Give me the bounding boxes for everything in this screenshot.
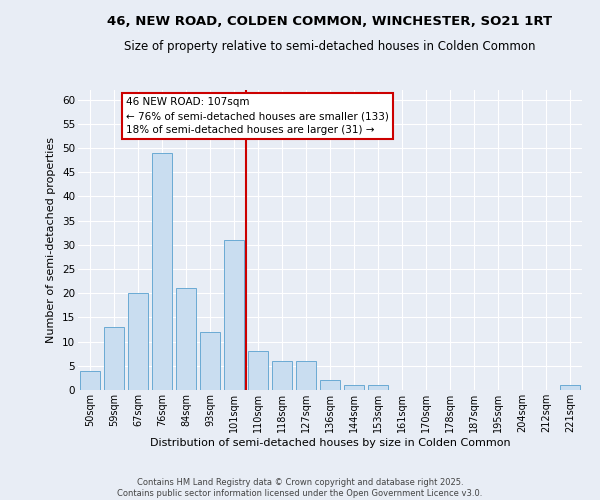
Y-axis label: Number of semi-detached properties: Number of semi-detached properties [46, 137, 56, 343]
Bar [344, 385, 364, 390]
Bar [560, 385, 580, 390]
Text: Contains HM Land Registry data © Crown copyright and database right 2025.
Contai: Contains HM Land Registry data © Crown c… [118, 478, 482, 498]
Bar [248, 352, 268, 390]
Text: 46 NEW ROAD: 107sqm
← 76% of semi-detached houses are smaller (133)
18% of semi-: 46 NEW ROAD: 107sqm ← 76% of semi-detach… [126, 98, 389, 136]
Bar [224, 240, 244, 390]
Bar [80, 370, 100, 390]
Bar [320, 380, 340, 390]
Bar [104, 327, 124, 390]
Bar [152, 153, 172, 390]
Text: Size of property relative to semi-detached houses in Colden Common: Size of property relative to semi-detach… [124, 40, 536, 53]
Text: 46, NEW ROAD, COLDEN COMMON, WINCHESTER, SO21 1RT: 46, NEW ROAD, COLDEN COMMON, WINCHESTER,… [107, 15, 553, 28]
Bar [272, 361, 292, 390]
Bar [296, 361, 316, 390]
Bar [176, 288, 196, 390]
Bar [368, 385, 388, 390]
X-axis label: Distribution of semi-detached houses by size in Colden Common: Distribution of semi-detached houses by … [149, 438, 511, 448]
Bar [200, 332, 220, 390]
Bar [128, 293, 148, 390]
